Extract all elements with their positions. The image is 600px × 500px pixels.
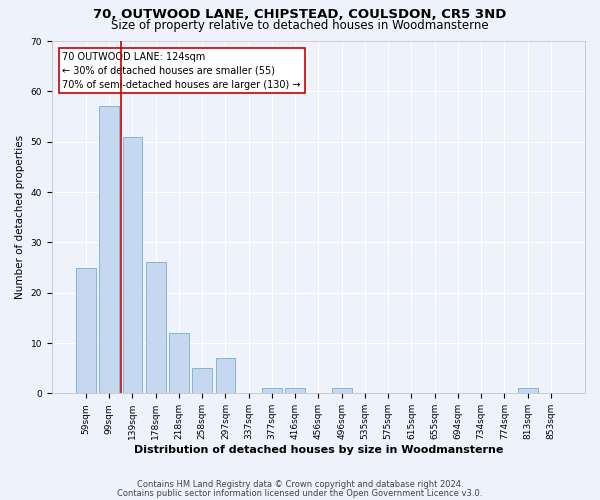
Y-axis label: Number of detached properties: Number of detached properties xyxy=(15,135,25,299)
Text: 70, OUTWOOD LANE, CHIPSTEAD, COULSDON, CR5 3ND: 70, OUTWOOD LANE, CHIPSTEAD, COULSDON, C… xyxy=(94,8,506,20)
Text: Contains public sector information licensed under the Open Government Licence v3: Contains public sector information licen… xyxy=(118,488,482,498)
Bar xyxy=(146,262,166,394)
Bar xyxy=(285,388,305,394)
Bar xyxy=(192,368,212,394)
Bar xyxy=(332,388,352,394)
Bar xyxy=(76,268,96,394)
X-axis label: Distribution of detached houses by size in Woodmansterne: Distribution of detached houses by size … xyxy=(134,445,503,455)
Text: Size of property relative to detached houses in Woodmansterne: Size of property relative to detached ho… xyxy=(111,19,489,32)
Bar xyxy=(262,388,282,394)
Text: 70 OUTWOOD LANE: 124sqm
← 30% of detached houses are smaller (55)
70% of semi-de: 70 OUTWOOD LANE: 124sqm ← 30% of detache… xyxy=(62,52,301,90)
Bar xyxy=(122,136,142,394)
Text: Contains HM Land Registry data © Crown copyright and database right 2024.: Contains HM Land Registry data © Crown c… xyxy=(137,480,463,489)
Bar xyxy=(99,106,119,394)
Bar xyxy=(215,358,235,394)
Bar xyxy=(518,388,538,394)
Bar xyxy=(169,333,189,394)
